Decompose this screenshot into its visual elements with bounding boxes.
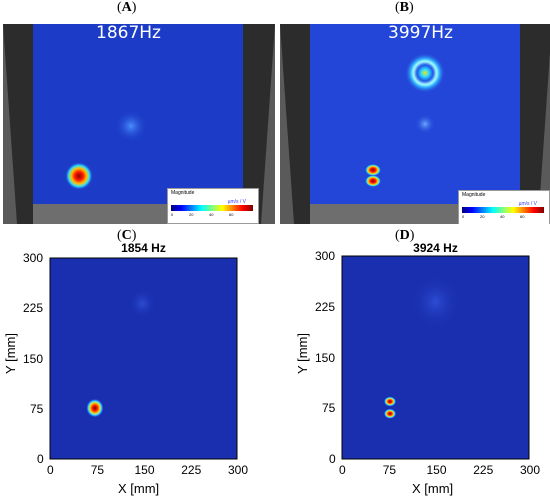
legend-tick: 0: [171, 212, 174, 217]
x-tick-label: 75: [90, 463, 105, 477]
magnitude-legend-b: Magnitude µm/s / V 0 20 40 60: [458, 190, 550, 224]
legend-unit: µm/s / V: [227, 199, 246, 205]
legend-tick: 60: [229, 212, 234, 217]
x-tick-label: 225: [473, 463, 494, 477]
x-tick-label: 150: [426, 463, 447, 477]
heatmap-background: [50, 258, 237, 459]
scan-image-b: 3997Hz Magnitude µm/s / V 0 20 40 60: [280, 18, 550, 224]
x-tick-label: 300: [520, 463, 541, 477]
legend-tick: 0: [462, 214, 465, 219]
y-tick-label: 0: [329, 452, 336, 466]
y-tick-label: 225: [23, 301, 44, 316]
paren-open: (: [117, 228, 122, 243]
y-tick-label: 75: [322, 401, 336, 416]
paren-close: ): [131, 0, 137, 15]
weak-response-spot: [415, 114, 435, 134]
measurement-field: [310, 24, 520, 204]
chart-title: 1854 Hz: [121, 241, 166, 255]
panel-label-b: (B): [395, 0, 414, 16]
plot-frame: [49, 257, 238, 460]
legend-tick: 40: [500, 214, 505, 219]
paren-open: (: [395, 228, 400, 243]
x-tick-label: 75: [382, 463, 397, 477]
y-tick-label: 225: [315, 299, 336, 314]
frequency-label-a: 1867Hz: [96, 23, 161, 43]
x-tick-label: 300: [228, 463, 249, 477]
paren-close: ): [131, 228, 137, 243]
legend-tick: 60: [520, 214, 525, 219]
x-tick-label: 0: [339, 463, 346, 477]
heatmap-plot-area: [49, 257, 238, 460]
y-tick-label: 0: [37, 452, 44, 466]
y-tick-label: 150: [23, 351, 44, 366]
x-axis-label: X [mm]: [412, 481, 454, 496]
scan-image-a-graphic: [3, 24, 275, 224]
x-tick-label: 150: [134, 463, 155, 477]
panel-label-a: (A): [117, 0, 136, 16]
panel-letter: C: [121, 228, 132, 243]
chart-title: 3924 Hz: [413, 241, 458, 255]
panel-letter: B: [399, 0, 410, 15]
paren-close: ): [409, 228, 415, 243]
panel-label-c: (C): [117, 228, 136, 244]
heatmap-plot-area: [341, 255, 530, 460]
weak-response-spot: [115, 110, 147, 142]
y-tick-label: 75: [30, 401, 44, 416]
paren-open: (: [395, 0, 400, 15]
hot-spot-upper: [365, 164, 381, 176]
scan-image-b-graphic: [280, 24, 550, 224]
paren-close: ): [409, 0, 414, 15]
y-tick-label: 150: [315, 350, 336, 365]
ring-response-spot: [405, 53, 445, 93]
legend-title: Magnitude: [171, 190, 195, 196]
heatmap-hotspot: [410, 274, 461, 330]
magnitude-legend-a: Magnitude µm/s / V 0 20 40 60: [167, 188, 259, 224]
x-axis-label: X [mm]: [118, 481, 160, 496]
legend-title: Magnitude: [462, 192, 486, 198]
legend-tick: 40: [209, 212, 214, 217]
heatmap-chart-c: 1854 Hz Y [mm] X [mm] 0 75 150 225 300 0 75 150…: [0, 240, 275, 499]
panel-letter: D: [399, 228, 410, 243]
y-tick-label: 300: [315, 249, 336, 263]
panel-letter: A: [121, 0, 132, 15]
scan-image-a: 1867Hz Magnitude µm/s / V 0 20 40 60: [3, 18, 275, 224]
heatmap-hotspot: [86, 398, 104, 418]
panel-label-d: (D): [395, 228, 414, 244]
heatmap-hotspot: [383, 408, 397, 419]
plot-frame: [341, 255, 530, 460]
legend-colorbar: [171, 205, 253, 211]
x-tick-label: 0: [47, 463, 54, 477]
heatmap-hotspot: [128, 288, 156, 319]
frequency-label-b: 3997Hz: [388, 23, 453, 43]
heatmap-hotspot: [383, 396, 397, 407]
paren-open: (: [117, 0, 122, 15]
legend-unit: µm/s / V: [518, 201, 537, 207]
legend-tick: 20: [480, 214, 485, 219]
heatmap-chart-d: 3924 Hz Y [mm] X [mm] 0 75 150 225 300 0 75 150…: [275, 240, 550, 499]
hot-spot-lower: [365, 175, 381, 187]
hot-spot: [65, 162, 93, 190]
legend-tick: 20: [189, 212, 194, 217]
x-tick-label: 225: [181, 463, 202, 477]
legend-colorbar: [462, 207, 544, 213]
y-tick-label: 300: [23, 251, 44, 265]
